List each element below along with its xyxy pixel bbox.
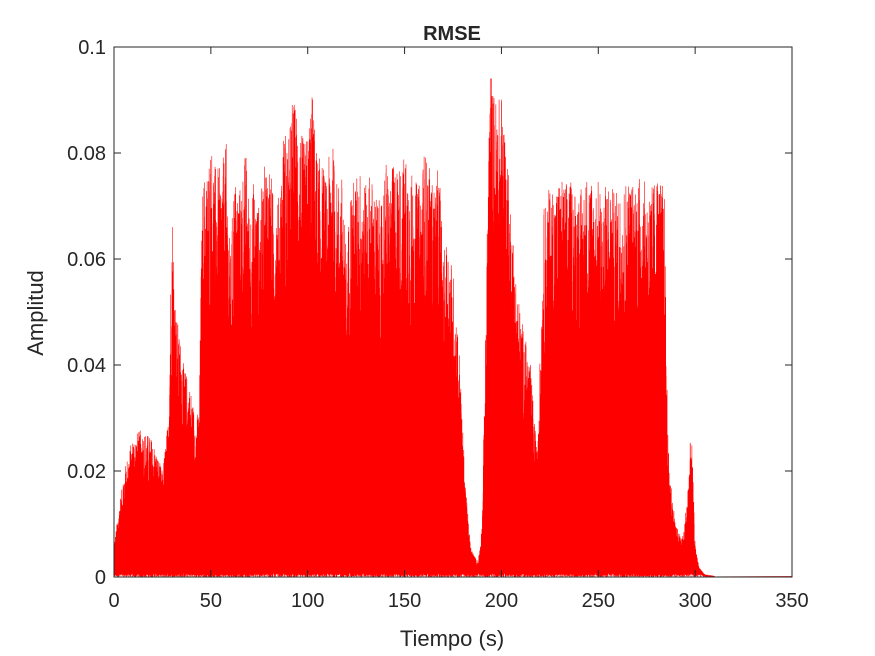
y-tick-label: 0 — [95, 567, 106, 589]
x-tick-label: 250 — [582, 590, 615, 612]
y-tick-label: 0.1 — [78, 37, 106, 59]
y-tick-label: 0.08 — [67, 143, 106, 165]
y-axis-label: Amplitud — [23, 270, 48, 356]
x-axis-ticks: 0 50 100 150 200 250 300 350 — [108, 47, 809, 612]
y-tick-label: 0.06 — [67, 249, 106, 271]
x-tick-label: 300 — [678, 590, 711, 612]
y-tick-label: 0.02 — [67, 461, 106, 483]
x-axis-label: Tiempo (s) — [400, 626, 504, 651]
x-tick-label: 50 — [200, 590, 222, 612]
y-tick-label: 0.04 — [67, 355, 106, 377]
x-tick-label: 150 — [388, 590, 421, 612]
x-tick-label: 200 — [485, 590, 518, 612]
rmse-signal-line — [113, 78, 793, 578]
y-axis-ticks: 0 0.02 0.04 0.06 0.08 0.1 — [67, 37, 792, 589]
x-tick-label: 0 — [108, 590, 119, 612]
x-tick-label: 350 — [775, 590, 808, 612]
chart-title: RMSE — [423, 23, 481, 45]
axes-box — [113, 46, 793, 578]
series-layer — [113, 78, 793, 578]
plot-area: 0 50 100 150 200 250 300 350 00.020.040.060.080… — [67, 37, 809, 612]
x-tick-label: 100 — [291, 590, 324, 612]
